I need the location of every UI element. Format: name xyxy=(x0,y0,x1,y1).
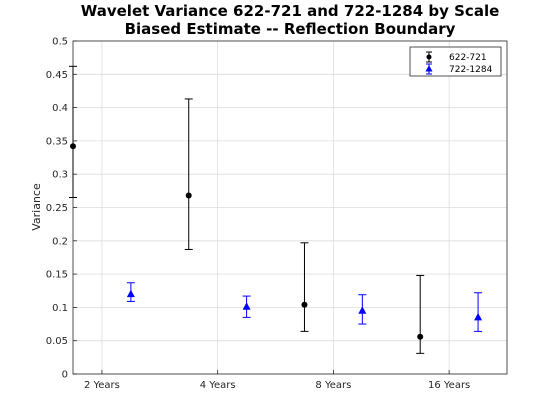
data-point-622-721 xyxy=(70,143,76,150)
legend-entry-622-721 xyxy=(426,51,432,63)
grid xyxy=(73,40,507,375)
data-point-622-721 xyxy=(301,301,308,308)
y-tick-label: 0.2 xyxy=(52,236,68,247)
legend: 622-721 722-1284 xyxy=(409,46,502,77)
plot-area-border xyxy=(72,40,508,375)
x-tick-label: 4 Years xyxy=(200,380,236,391)
axes: 0 0.05 0.1 0.15 0.2 0.25 0.3 0.35 0.4 0.45 0.5 2 Ye… xyxy=(46,37,508,391)
legend-marker-622-721 xyxy=(426,54,432,60)
y-tick-label: 0.1 xyxy=(52,303,68,314)
y-tick-label: 0.5 xyxy=(52,37,68,48)
chart-subtitle: Biased Estimate -- Reflection Boundary xyxy=(125,20,456,38)
legend-label-722-1284: 722-1284 xyxy=(449,65,493,75)
data-point-722-1284 xyxy=(474,312,483,321)
y-tick-label: 0.4 xyxy=(52,103,68,114)
data-point-722-1284 xyxy=(242,302,251,310)
y-tick-label: 0.25 xyxy=(46,203,68,214)
x-tick-label: 8 Years xyxy=(315,380,351,391)
x-tick-label: 16 Years xyxy=(428,380,470,391)
legend-entry-722-1284 xyxy=(425,63,433,75)
legend-marker-722-1284 xyxy=(425,65,433,72)
x-tick-label: 2 Years xyxy=(84,380,120,391)
y-tick-label: 0.05 xyxy=(46,336,68,347)
y-axis-label: Variance xyxy=(30,183,43,231)
data-point-722-1284 xyxy=(126,289,135,298)
data-point-622-721 xyxy=(185,192,192,199)
y-tick-label: 0.45 xyxy=(46,70,68,81)
legend-box xyxy=(409,46,502,77)
y-tick-label: 0 xyxy=(62,370,68,381)
legend-label-622-721: 622-721 xyxy=(449,53,487,63)
data-point-622-721 xyxy=(417,333,424,340)
y-tick-label: 0.15 xyxy=(46,270,68,281)
data-layer xyxy=(69,65,483,354)
y-tick-label: 0.35 xyxy=(46,136,68,147)
y-tick-label: 0.3 xyxy=(52,170,68,181)
chart-title: Wavelet Variance 622-721 and 722-1284 by… xyxy=(81,2,500,20)
data-point-722-1284 xyxy=(358,306,367,314)
